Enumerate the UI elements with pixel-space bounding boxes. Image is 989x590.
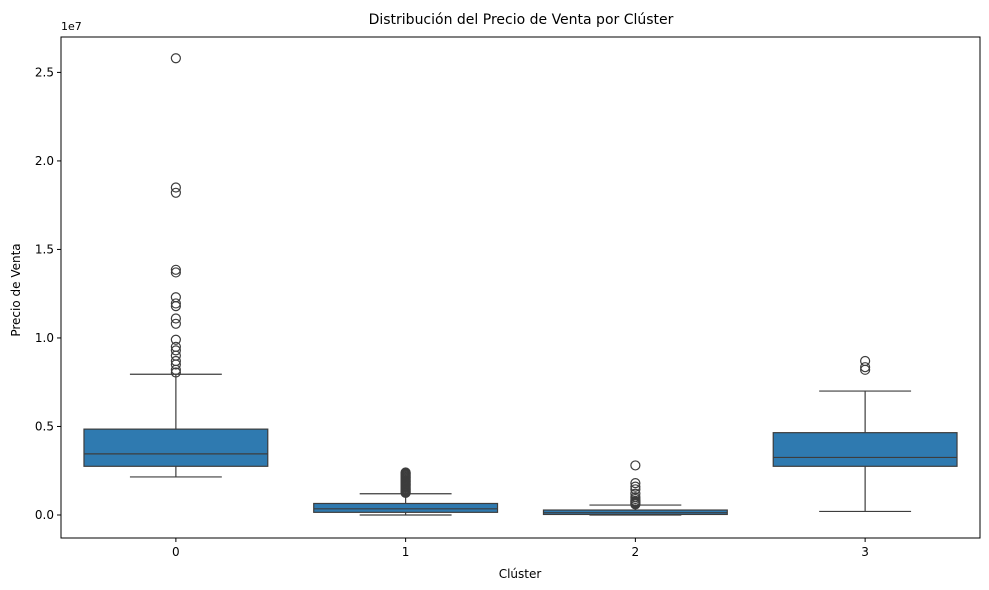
outlier-point <box>170 355 181 367</box>
x-tick-label: 1 <box>402 545 410 559</box>
x-tick-label: 3 <box>861 545 869 559</box>
outlier-point <box>630 484 641 495</box>
outlier-point <box>170 182 181 193</box>
box-iqr <box>83 428 269 467</box>
chart-title: Distribución del Precio de Venta por Clú… <box>369 12 674 28</box>
y-tick-label: 2.0 <box>35 154 54 168</box>
outlier-point <box>630 460 641 471</box>
plot-frame <box>60 36 981 539</box>
outlier-point <box>860 355 871 367</box>
y-tick-label: 0.0 <box>35 508 54 522</box>
outlier-point <box>170 345 181 356</box>
box-iqr <box>313 502 499 513</box>
x-axis-label: Clúster <box>499 567 542 581</box>
outlier-point <box>170 318 181 329</box>
y-axis-label: Precio de Venta <box>9 243 23 336</box>
outlier-point <box>860 362 871 373</box>
outlier-point <box>170 292 181 303</box>
y-tick-label: 0.5 <box>35 419 54 433</box>
outlier-point <box>400 467 411 478</box>
outlier-point <box>630 488 641 499</box>
plot-area: 0.0 0.5 1.0 1.5 2.0 2.5 0 1 2 3 <box>35 53 958 559</box>
outlier-point <box>170 267 181 278</box>
outlier-point <box>170 367 181 378</box>
y-tick-label: 1.0 <box>35 331 54 345</box>
outlier-point <box>170 298 181 309</box>
box-iqr <box>772 432 958 467</box>
y-tick-label: 1.5 <box>35 242 54 256</box>
outlier-point <box>170 341 181 352</box>
outlier-point <box>630 492 641 503</box>
outlier-point <box>170 53 181 64</box>
y-axis-offset-label: 1e7 <box>61 20 82 33</box>
outlier-point <box>170 313 181 324</box>
x-tick-label: 2 <box>632 545 640 559</box>
outlier-point <box>630 481 641 492</box>
outlier-point <box>170 350 181 361</box>
outlier-point <box>630 478 641 489</box>
outlier-point <box>170 334 181 345</box>
outlier-point <box>170 187 181 198</box>
y-tick-label: 2.5 <box>35 65 54 79</box>
outlier-point <box>170 264 181 275</box>
x-tick-label: 0 <box>172 545 180 559</box>
